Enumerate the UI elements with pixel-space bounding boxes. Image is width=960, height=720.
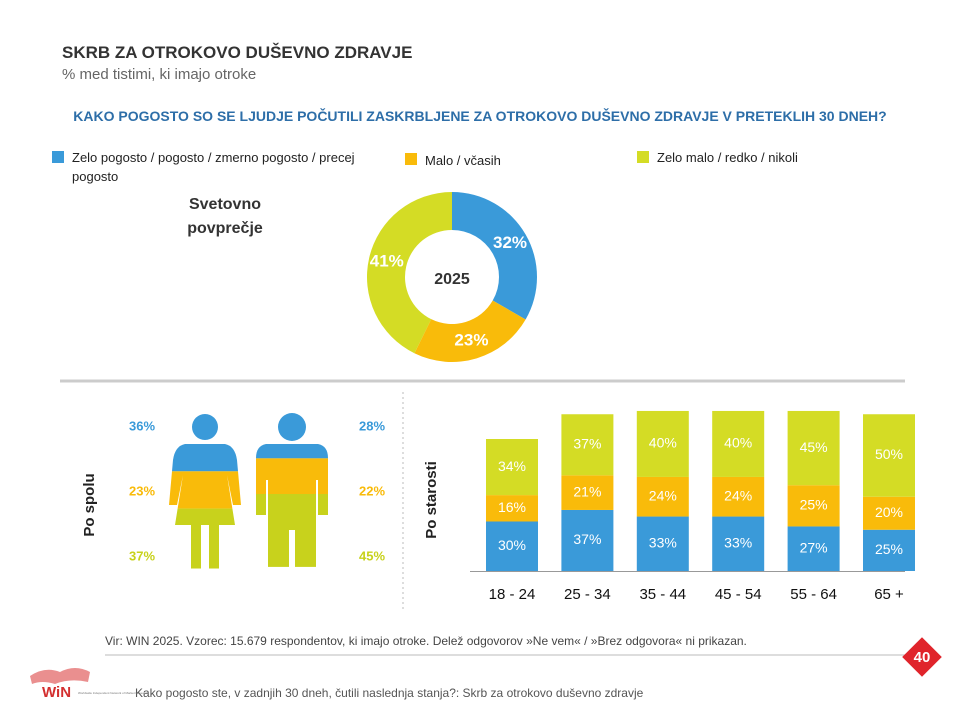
legend-swatch [52,151,64,163]
axis-title: Po spolu [81,473,98,536]
donut-slice [367,192,452,354]
figure-value-label: 36% [129,418,155,433]
bar-value-label: 21% [573,483,601,499]
source-note: Vir: WIN 2025. Vzorec: 15.679 respondent… [105,634,747,648]
bar-value-label: 20% [875,504,903,520]
figure-value-label: 22% [359,483,385,498]
legend-label: Zelo pogosto / pogosto / zmerno pogosto … [72,150,355,184]
bar-segment [636,516,689,571]
page-number: 40 [914,649,931,666]
x-tick-label: 65 + [874,586,904,603]
legend-swatch [405,153,417,165]
bar-segment [712,516,765,571]
bar-segment [561,509,614,571]
logo: WiN [42,684,71,701]
bar-value-label: 40% [649,435,677,451]
bar-value-label: 30% [498,537,526,553]
x-tick-label: 45 - 54 [715,586,762,603]
figure-segment [169,508,241,569]
bar-segment [863,496,915,530]
bar-segment [486,495,538,522]
figure-value-label: 23% [129,483,155,498]
slice-label: 41% [370,251,404,270]
bar-value-label: 16% [498,499,526,515]
x-tick-label: 35 - 44 [639,586,686,603]
figure-segment [256,458,328,494]
bar-value-label: 40% [724,435,752,451]
page-badge [902,637,942,677]
x-tick-label: 18 - 24 [489,586,536,603]
bar-segment [712,476,765,517]
slice-label: 32% [493,233,527,252]
bar-value-label: 33% [649,534,677,550]
donut-center-label: 2025 [434,271,470,288]
x-tick-label: 25 - 34 [564,586,611,603]
figure-value-label: 37% [129,548,155,563]
bar-value-label: 27% [800,539,828,555]
bar-value-label: 37% [573,435,601,451]
bar-segment [486,521,538,571]
pie-title: Svetovno povprečje [187,196,263,237]
bar-value-label: 34% [498,458,526,474]
donut-slice [452,192,538,320]
subtitle: % med tistimi, ki imajo otroke [62,66,257,83]
bar-value-label: 45% [800,439,828,455]
figure-segment [169,414,241,472]
bar-segment [787,485,840,527]
donut-slice [414,300,526,363]
figure-segment [256,413,328,459]
bar-segment [561,475,614,510]
bar-segment [636,410,689,477]
title: SKRB ZA OTROKOVO DUŠEVNO ZDRAVJE [62,43,413,62]
bar-value-label: 25% [875,541,903,557]
legend-label: Malo / včasih [425,153,501,168]
figure-segment [256,494,328,567]
legend-swatch [637,151,649,163]
question: KAKO POGOSTO SO SE LJUDJE POČUTILI ZASKR… [73,108,887,124]
logo-caption: Worldwide Independent Network of Market … [78,691,149,695]
legend-label: Zelo malo / redko / nikoli [657,150,798,165]
figure-value-label: 28% [359,418,385,433]
bar-segment [712,410,765,477]
bar-segment [863,529,915,571]
bar-segment [863,414,915,497]
axis-title: Po starosti [423,461,440,539]
bar-segment [636,476,689,517]
figure-segment [169,471,241,509]
bar-value-label: 33% [724,534,752,550]
logo-map [30,668,90,684]
bar-segment [561,414,614,476]
slice-label: 23% [454,331,488,350]
x-tick-label: 55 - 64 [790,586,837,603]
bar-value-label: 24% [649,487,677,503]
bottom-question: Kako pogosto ste, v zadnjih 30 dneh, čut… [135,686,644,700]
bar-value-label: 24% [724,487,752,503]
bar-segment [787,410,840,486]
figure-value-label: 45% [359,548,385,563]
bar-value-label: 37% [573,531,601,547]
bar-value-label: 25% [800,497,828,513]
bar-segment [787,526,840,571]
bar-segment [486,439,538,496]
bar-value-label: 50% [875,446,903,462]
